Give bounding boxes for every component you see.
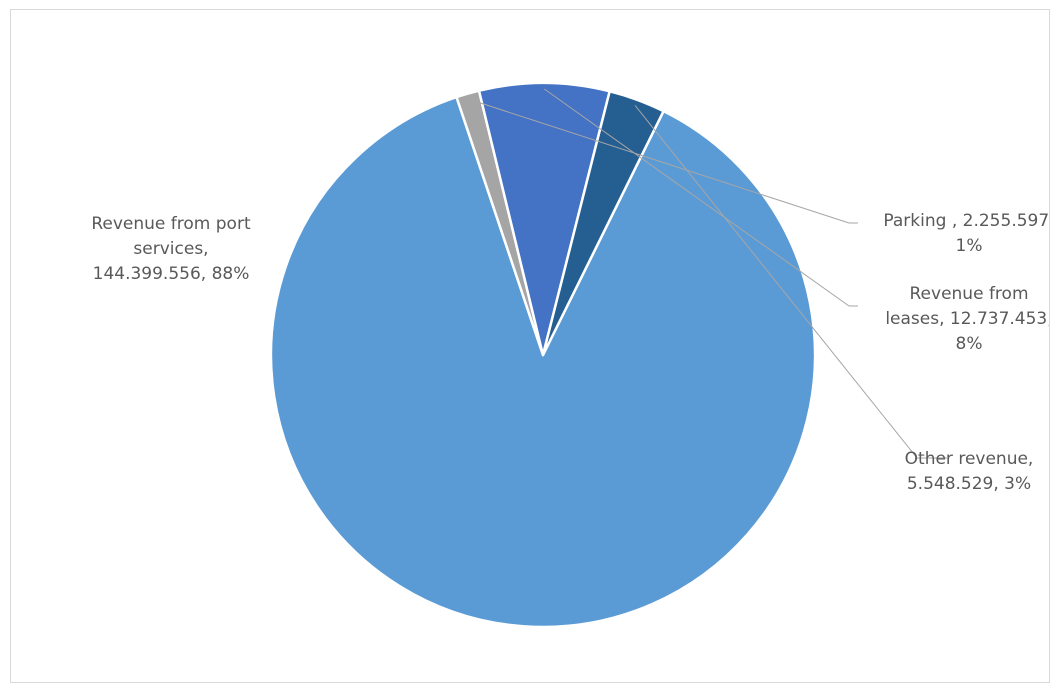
pie-slice-revenue-from-leases [477, 81, 611, 357]
data-label-line: Other revenue, [905, 449, 1034, 469]
data-label-line: Revenue from port [91, 214, 251, 234]
data-label-parking: Parking , 2.255.597, 1% [883, 211, 1050, 256]
data-label-line: services, [133, 239, 208, 259]
data-label-line: Parking , 2.255.597, [883, 211, 1050, 231]
data-label-line: leases, 12.737.453, [885, 309, 1050, 329]
data-label-line: 144.399.556, 88% [93, 264, 250, 284]
data-label-line: 5.548.529, 3% [907, 474, 1031, 494]
chart-area: Revenue from port services, 144.399.556, 8… [10, 9, 1050, 683]
pie-slice-revenue-from-port-services [269, 95, 817, 629]
leader-line-revenue-from-leases [544, 88, 858, 307]
pie-chart: Revenue from port services, 144.399.556, 8… [91, 81, 1050, 629]
leader-line-parking [469, 98, 858, 224]
data-label-line: 1% [956, 236, 983, 256]
data-label-other-revenue: Other revenue, 5.548.529, 3% [905, 449, 1034, 494]
leader-line-other-revenue [634, 105, 947, 459]
data-label-revenue-from-port-services: Revenue from port services, 144.399.556, 8… [91, 214, 251, 284]
pie-slice-other-revenue [541, 90, 665, 357]
data-label-line: 8% [956, 334, 983, 354]
data-label-line: Revenue from [910, 284, 1029, 304]
data-label-revenue-from-leases: Revenue from leases, 12.737.453, 8% [885, 284, 1050, 354]
